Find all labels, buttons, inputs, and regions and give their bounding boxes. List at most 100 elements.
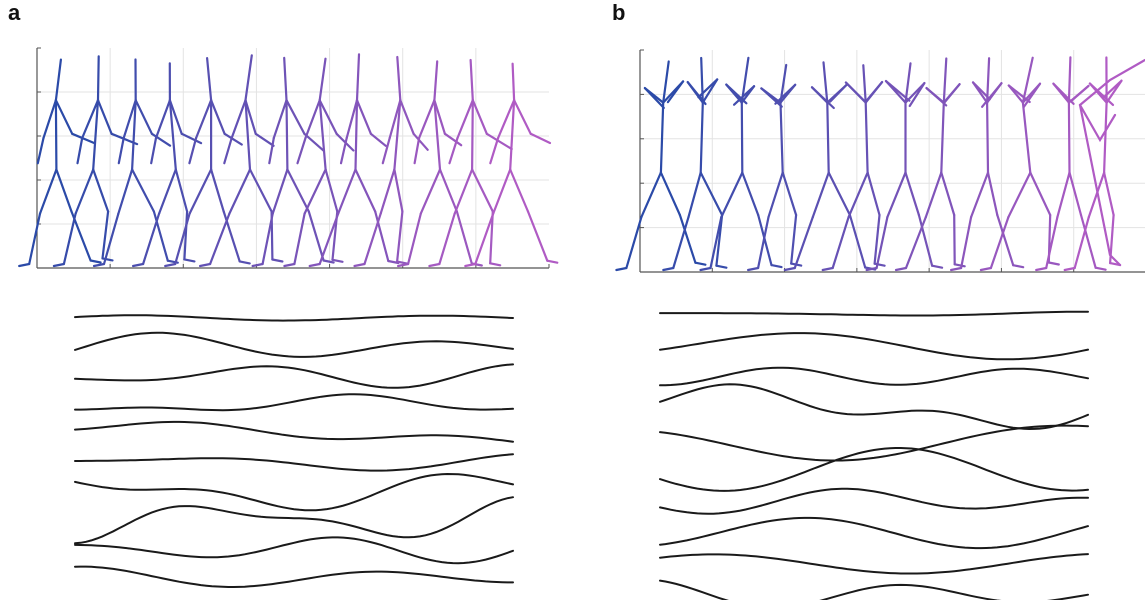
limb xyxy=(210,168,225,213)
limb xyxy=(244,54,253,102)
stick-figure xyxy=(1035,56,1107,272)
limb xyxy=(52,262,66,268)
limb xyxy=(433,99,442,171)
limb xyxy=(715,213,724,267)
limb xyxy=(821,266,834,272)
limb xyxy=(662,60,670,104)
limb xyxy=(720,171,744,219)
limb xyxy=(509,168,530,213)
stick-figure xyxy=(164,56,251,268)
limb xyxy=(101,210,110,260)
stick-figure xyxy=(18,58,102,268)
stick-figure xyxy=(783,61,877,272)
limb xyxy=(374,210,390,263)
limb xyxy=(746,266,760,272)
limb xyxy=(164,262,177,268)
limb xyxy=(456,99,474,140)
limb xyxy=(345,99,359,140)
limb xyxy=(396,210,404,263)
trajectory-curve xyxy=(659,332,1089,361)
limb xyxy=(953,263,966,268)
limb xyxy=(318,57,327,102)
limb xyxy=(678,213,697,264)
limb xyxy=(847,171,869,219)
limb xyxy=(904,171,921,217)
limb xyxy=(174,168,189,213)
limb xyxy=(985,101,990,174)
limb xyxy=(485,132,513,151)
limb xyxy=(779,63,788,104)
limb xyxy=(790,213,798,265)
limb xyxy=(701,78,719,104)
limb xyxy=(254,132,275,147)
limb xyxy=(339,136,348,165)
trajectory-curve xyxy=(659,553,1089,575)
stick-figure xyxy=(52,55,139,268)
limb xyxy=(793,216,814,270)
limb xyxy=(199,262,212,268)
limb xyxy=(322,259,335,264)
trajectory-curve xyxy=(74,420,514,443)
limb xyxy=(1021,101,1032,174)
limb xyxy=(829,83,849,103)
limb xyxy=(1012,264,1025,269)
limb xyxy=(697,78,719,99)
limb xyxy=(996,213,1015,267)
limb xyxy=(38,168,58,215)
limb xyxy=(413,136,421,165)
limb xyxy=(353,262,366,268)
trajectory-curve xyxy=(74,565,514,588)
limb xyxy=(980,82,1003,108)
limb xyxy=(1067,101,1071,174)
stick-figure xyxy=(662,56,728,272)
limb xyxy=(489,262,502,267)
limb xyxy=(989,216,1010,270)
limb xyxy=(304,99,321,140)
limb xyxy=(894,266,908,272)
limb xyxy=(1094,266,1107,271)
limb xyxy=(62,212,77,266)
limb xyxy=(715,264,728,269)
limb xyxy=(526,210,549,262)
limb xyxy=(183,210,189,261)
limb xyxy=(1078,103,1122,267)
trajectory-curve xyxy=(659,383,1089,431)
limb xyxy=(92,262,106,268)
limb xyxy=(74,168,95,215)
limb xyxy=(296,136,307,165)
trajectory-curve xyxy=(74,536,514,565)
limb xyxy=(399,99,415,135)
limb xyxy=(150,136,158,165)
limb xyxy=(81,99,100,140)
stick-figure xyxy=(132,62,203,268)
limb xyxy=(28,212,42,266)
limb xyxy=(740,101,744,174)
limb xyxy=(844,81,866,103)
limb xyxy=(1067,56,1072,104)
limb xyxy=(904,216,927,270)
limb xyxy=(469,58,474,102)
limb xyxy=(271,258,284,263)
limb xyxy=(419,168,442,215)
trajectory-curve xyxy=(659,516,1089,550)
stick-figure-plot-b xyxy=(615,49,1145,273)
limb xyxy=(1007,171,1032,219)
stick-figure xyxy=(821,64,886,272)
limb xyxy=(822,61,829,104)
limb xyxy=(864,101,869,174)
stick-figure xyxy=(1063,56,1123,272)
limb xyxy=(756,216,770,270)
limb xyxy=(1102,79,1123,99)
stick-figure xyxy=(746,63,803,272)
limb xyxy=(271,168,289,215)
limb xyxy=(244,99,257,135)
limb xyxy=(940,101,945,174)
limb xyxy=(142,212,161,266)
limb xyxy=(489,210,494,265)
limb xyxy=(433,99,446,135)
limb xyxy=(285,99,289,171)
limb xyxy=(283,56,288,102)
limb xyxy=(248,168,273,213)
limb xyxy=(303,168,327,215)
limb xyxy=(884,79,911,102)
